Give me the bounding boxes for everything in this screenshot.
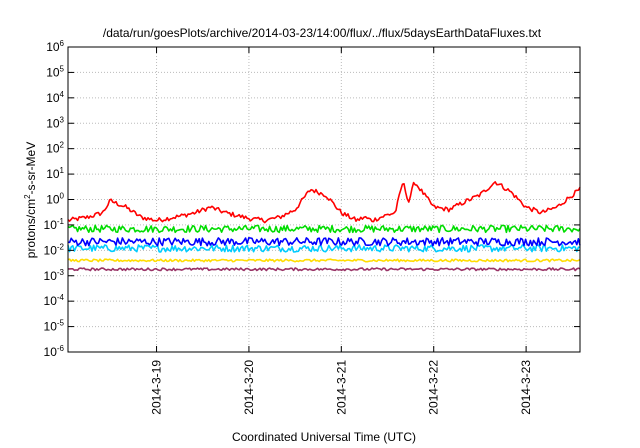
y-axis-label: protons/cm2-s-sr-MeV <box>23 142 38 258</box>
series-line <box>67 237 581 247</box>
series-line <box>67 224 581 234</box>
y-tick-label: 10-6 <box>44 344 65 359</box>
x-axis-ticks: 2014-3-19 2014-3-20 2014-3-21 2014-3-22 2014… <box>150 47 533 415</box>
y-tick-label: 104 <box>46 90 64 105</box>
x-tick-label: 2014-3-22 <box>427 360 441 415</box>
y-tick-label: 103 <box>46 115 64 130</box>
x-tick-label: 2014-3-19 <box>150 360 164 415</box>
y-tick-label: 106 <box>46 39 64 54</box>
y-tick-label: 10-4 <box>44 293 65 308</box>
y-tick-label: 105 <box>46 64 64 79</box>
series-line <box>67 244 581 253</box>
series-line <box>67 258 581 263</box>
chart-title: /data/run/goesPlots/archive/2014-03-23/1… <box>103 26 542 40</box>
y-axis-ticks: 10-6 10-5 10-4 10-3 10-2 10-1 100 101 102 103 104 1… <box>44 39 580 359</box>
y-tick-label: 10-2 <box>44 242 65 257</box>
y-tick-label: 10-3 <box>44 268 65 283</box>
series-layer <box>67 181 581 272</box>
x-tick-label: 2014-3-21 <box>334 360 348 415</box>
plot-frame <box>67 46 581 353</box>
series-line <box>67 181 581 224</box>
x-tick-label: 2014-3-20 <box>242 360 256 415</box>
x-axis-label: Coordinated Universal Time (UTC) <box>232 430 416 444</box>
y-tick-label: 102 <box>46 141 64 156</box>
x-tick-label: 2014-3-23 <box>519 360 533 415</box>
y-tick-label: 10-1 <box>44 217 65 232</box>
y-tick-label: 10-5 <box>44 319 65 334</box>
y-tick-label: 101 <box>46 166 64 181</box>
y-tick-label: 100 <box>46 192 64 207</box>
series-line <box>68 267 581 272</box>
